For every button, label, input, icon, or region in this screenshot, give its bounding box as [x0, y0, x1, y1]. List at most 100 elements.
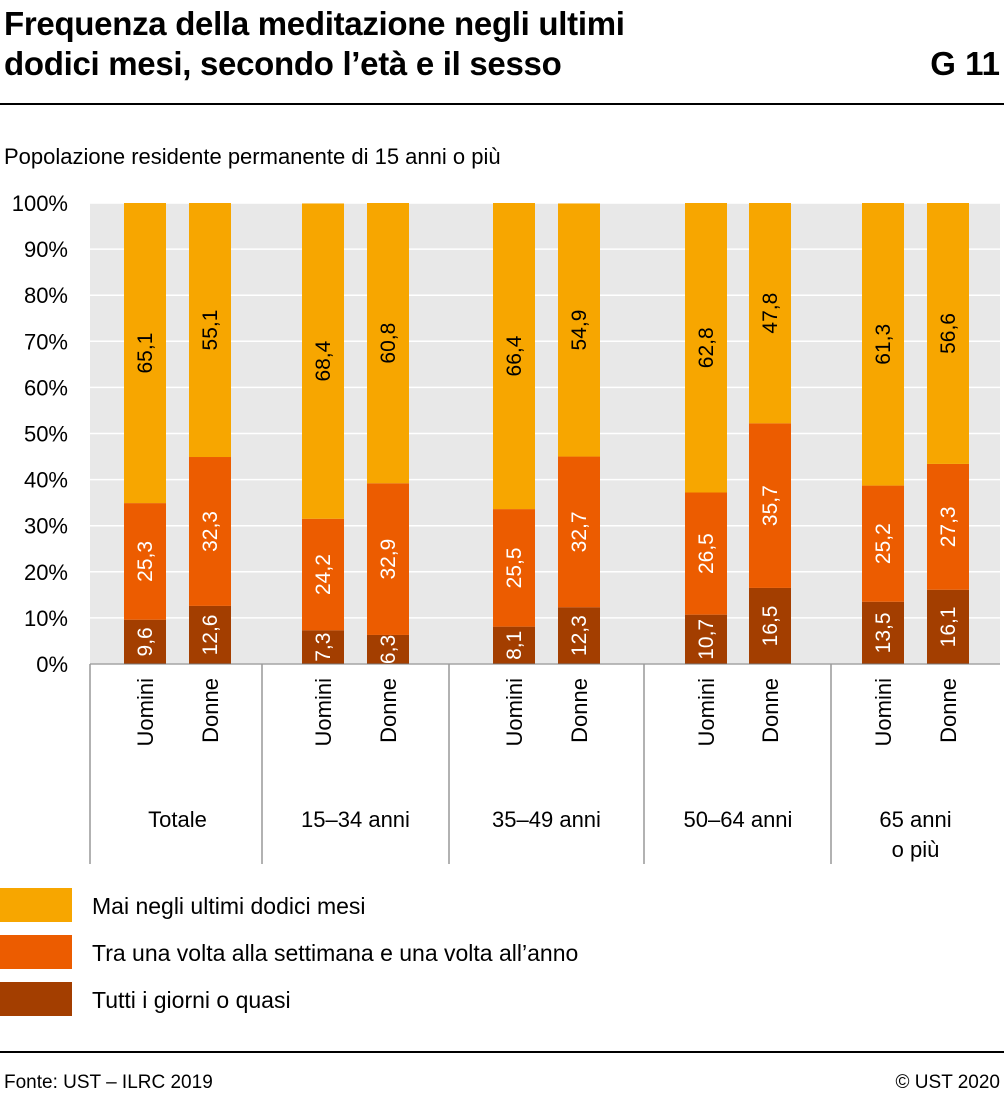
- bar-segment: [124, 619, 166, 664]
- data-label: 12,3: [568, 615, 591, 656]
- footer-rule: [0, 1051, 1004, 1053]
- group-label: Totale: [148, 807, 207, 832]
- data-label: 32,3: [199, 511, 222, 552]
- bar-label: Uomini: [311, 678, 336, 746]
- bar-segment: [558, 203, 600, 457]
- legend-swatch-mai: [0, 888, 72, 922]
- data-label: 66,4: [503, 335, 526, 376]
- bar-segment: [189, 457, 231, 606]
- data-label: 47,8: [759, 293, 782, 334]
- bar-segment: [367, 634, 409, 664]
- legend-item-mai: Mai negli ultimi dodici mesi: [0, 888, 1004, 922]
- bar-segment: [927, 589, 969, 664]
- data-label: 16,1: [937, 606, 960, 647]
- data-label: 55,1: [199, 310, 222, 351]
- bar-segment: [685, 492, 727, 615]
- data-label: 25,3: [134, 541, 157, 582]
- legend-swatch-tutti-i-giorni: [0, 982, 72, 1016]
- data-label: 65,1: [134, 333, 157, 374]
- chart-title-line-2: dodici mesi, secondo l’età e il sesso: [4, 45, 562, 82]
- bar-segment: [749, 203, 791, 424]
- bar-segment: [124, 203, 166, 504]
- y-tick-label: 0%: [36, 652, 68, 677]
- y-tick-label: 80%: [24, 283, 68, 308]
- bar-segment: [124, 503, 166, 620]
- legend-label-tra-una-volta: Tra una volta alla settimana e una volta…: [92, 940, 579, 966]
- y-tick-label: 10%: [24, 606, 68, 631]
- bar-segment: [862, 203, 904, 486]
- bar-segment: [558, 456, 600, 608]
- bar-segment: [558, 607, 600, 664]
- legend-item-tra-una-volta: Tra una volta alla settimana e una volta…: [0, 935, 1004, 969]
- data-label: 60,8: [377, 323, 400, 364]
- group-label: 35–49 anni: [492, 807, 601, 832]
- chart-subtitle: Popolazione residente permanente di 15 a…: [4, 144, 501, 169]
- y-tick-label: 70%: [24, 329, 68, 354]
- bar-label: Uomini: [502, 678, 527, 746]
- bar-label: Donne: [376, 678, 401, 743]
- bar-segment: [749, 587, 791, 664]
- bar-label: Donne: [936, 678, 961, 743]
- group-label: 50–64 anni: [684, 807, 793, 832]
- data-label: 7,3: [312, 633, 335, 662]
- bar-segment: [493, 509, 535, 627]
- data-label: 26,5: [695, 533, 718, 574]
- bar-segment: [685, 203, 727, 493]
- data-label: 8,1: [503, 631, 526, 660]
- y-tick-label: 30%: [24, 514, 68, 539]
- group-label: 65 anni: [879, 807, 951, 832]
- chart-title: Frequenza della meditazione negli ultimi…: [4, 4, 884, 84]
- data-label: 10,7: [695, 619, 718, 660]
- y-tick-label: 50%: [24, 422, 68, 447]
- y-tick-label: 90%: [24, 237, 68, 262]
- bar-segment: [749, 423, 791, 588]
- data-label: 54,9: [568, 310, 591, 351]
- y-tick-label: 60%: [24, 375, 68, 400]
- bar-label: Uomini: [133, 678, 158, 746]
- bar-label: Uomini: [871, 678, 896, 746]
- copyright-note: © UST 2020: [895, 1072, 1000, 1093]
- data-label: 12,6: [199, 615, 222, 656]
- data-label: 35,7: [759, 485, 782, 526]
- data-label: 32,9: [377, 539, 400, 580]
- group-label: o più: [892, 837, 940, 862]
- data-label: 16,5: [759, 606, 782, 647]
- data-label: 27,3: [937, 506, 960, 547]
- bar-segment: [685, 614, 727, 664]
- bar-segment: [302, 203, 344, 519]
- data-label: 25,5: [503, 547, 526, 588]
- y-tick-label: 20%: [24, 560, 68, 585]
- bar-segment: [493, 626, 535, 664]
- legend-item-tutti-i-giorni: Tutti i giorni o quasi: [0, 982, 1004, 1016]
- bar-segment: [927, 463, 969, 590]
- y-tick-label: 40%: [24, 468, 68, 493]
- data-label: 32,7: [568, 511, 591, 552]
- bar-label: Donne: [758, 678, 783, 743]
- legend-label-mai: Mai negli ultimi dodici mesi: [92, 893, 366, 919]
- bar-segment: [302, 518, 344, 631]
- data-label: 62,8: [695, 327, 718, 368]
- data-label: 25,2: [872, 523, 895, 564]
- data-label: 9,6: [134, 627, 157, 656]
- group-label: 15–34 anni: [301, 807, 410, 832]
- bar-segment: [367, 483, 409, 635]
- chart-title-line-1: Frequenza della meditazione negli ultimi: [4, 5, 625, 42]
- bar-label: Uomini: [694, 678, 719, 746]
- legend-label-tutti-i-giorni: Tutti i giorni o quasi: [92, 987, 291, 1013]
- bar-segment: [927, 203, 969, 464]
- data-label: 68,4: [312, 340, 335, 381]
- source-note: Fonte: UST – ILRC 2019: [4, 1072, 213, 1093]
- bar-segment: [302, 630, 344, 664]
- bar-label: Donne: [198, 678, 223, 743]
- bar-segment: [189, 605, 231, 664]
- chart-code: G 11: [930, 45, 1000, 82]
- y-tick-label: 100%: [12, 191, 68, 216]
- bar-label: Donne: [567, 678, 592, 743]
- bar-segment: [862, 601, 904, 664]
- stacked-bar-chart: 0% 10% 20% 30% 40% 50% 60% 70% 80% 90% 100% 9,6 25,3…: [12, 191, 1000, 864]
- bar-segment: [493, 203, 535, 510]
- bar-segment: [189, 203, 231, 458]
- data-label: 24,2: [312, 554, 335, 595]
- data-label: 56,6: [937, 313, 960, 354]
- bar-segment: [367, 203, 409, 484]
